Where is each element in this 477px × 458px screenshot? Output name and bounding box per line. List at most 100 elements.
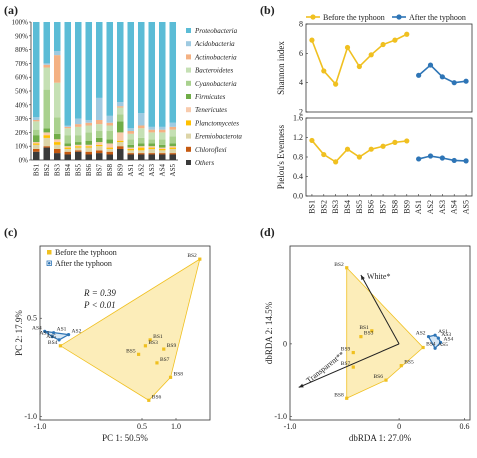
x-tick-label: BS6 (85, 164, 93, 177)
bar-segment-others (106, 154, 114, 160)
bar-segment-proteobacteria (116, 22, 124, 103)
x-tick-label: 0.5 (137, 422, 147, 431)
data-point-before (384, 378, 388, 382)
legend-label: Tenericutes (195, 106, 227, 114)
bar-segment-planctomycetes (64, 147, 72, 149)
bar-segment-tenericutes (95, 142, 103, 145)
bar-segment-planctomycetes (43, 135, 51, 138)
bar-segment-others (85, 154, 93, 160)
point-label: AS3 (441, 332, 451, 338)
y-tick-label: 70% (15, 60, 28, 68)
bar-segment-planctomycetes (127, 148, 135, 151)
x-tick-label: BS1 (32, 164, 40, 177)
vector-arrowhead (298, 383, 304, 388)
bar-segment-chloroflexi (137, 153, 145, 155)
legend-swatch (186, 120, 191, 126)
data-point-before (155, 361, 159, 365)
point-label: BS8 (334, 392, 344, 398)
bar-segment-planctomycetes (95, 144, 103, 147)
bar-segment-eremiobacterota (74, 147, 82, 151)
series-line (311, 33, 408, 86)
x-tick-label: 0 (397, 422, 401, 431)
bar-segment-firmicutes (95, 137, 103, 143)
legend-label: Chloroflexi (195, 146, 227, 154)
x-tick-label: AS3 (438, 200, 447, 214)
data-point-after (52, 331, 56, 335)
legend-label: Acidobacteria (194, 40, 235, 48)
bar-segment-proteobacteria (95, 22, 103, 98)
bar-segment-bacteroidetes (148, 132, 156, 140)
y-axis-title: Pielou's Evenness (276, 124, 286, 189)
bar-segment-others (148, 154, 156, 160)
point-label: BS1 (153, 334, 163, 340)
data-point-after (426, 335, 431, 339)
data-point (368, 146, 374, 152)
x-axis-title: dbRDA 1: 27.0% (349, 433, 412, 443)
vector-label: Transparent** (304, 350, 346, 385)
bar-segment-chloroflexi (74, 150, 82, 152)
data-point-before (421, 345, 425, 350)
bar-segment-firmicutes (106, 139, 114, 144)
bar-segment-eremiobacterota (127, 150, 135, 154)
bar-segment-acidobacteria (169, 122, 177, 127)
legend-swatch (186, 160, 191, 165)
bar-segment-tenericutes (106, 143, 114, 148)
legend-label: Others (195, 159, 214, 167)
legend-marker (396, 14, 402, 20)
bar-segment-actinobacteria (64, 126, 72, 129)
bar-segment-bacteroidetes (169, 129, 177, 137)
data-point (344, 44, 351, 51)
bar-segment-firmicutes (74, 142, 82, 145)
x-tick-label: BS8 (390, 200, 399, 214)
y-tick-label: 90% (15, 32, 28, 40)
point-label: BS3 (364, 331, 374, 337)
bar-segment-planctomycetes (169, 147, 177, 149)
plot-frame (39, 245, 211, 421)
x-tick-label: AS5 (169, 164, 177, 177)
y-tick-label: 10% (15, 143, 28, 151)
bar-segment-actinobacteria (127, 131, 135, 134)
bar-segment-eremiobacterota (148, 148, 156, 154)
y-tick-label: 60% (15, 74, 28, 82)
data-point (333, 81, 339, 87)
x-tick-label: BS1 (307, 200, 316, 214)
legend-swatch-before (47, 250, 52, 255)
bar-segment-proteobacteria (106, 22, 114, 116)
y-tick-label: 20% (15, 129, 28, 137)
bar-segment-planctomycetes (116, 140, 124, 143)
data-point-after (50, 335, 54, 339)
shannon-line-chart: 2 4 6 8 Shannon index Before the typhoon After… (276, 13, 473, 117)
vector-arrow (360, 274, 400, 345)
legend-label: Firmicutes (194, 93, 226, 101)
bar-segment-acidobacteria (148, 126, 156, 130)
y-tick-label: 100% (12, 19, 29, 27)
bar-segment-planctomycetes (137, 147, 145, 151)
legend-marker (310, 14, 316, 20)
data-point-before (137, 352, 141, 356)
bar-segment-others (64, 154, 72, 160)
bar-segment-firmicutes (169, 143, 177, 147)
bar-segment-eremiobacterota (106, 148, 114, 152)
bar-segment-bacteroidetes (95, 124, 103, 132)
plot-frame (305, 117, 473, 197)
point-label: BS7 (341, 361, 351, 367)
data-point-before (345, 396, 349, 400)
bar-segment-acidobacteria (106, 115, 114, 123)
x-tick-label: AS4 (450, 200, 459, 214)
bar-segment-chloroflexi (32, 148, 40, 152)
data-point-before (147, 398, 151, 402)
bar-segment-proteobacteria (43, 22, 51, 64)
panel-c-label: (c) (4, 225, 17, 239)
bar-segment-firmicutes (64, 143, 72, 147)
legend-marker-after (47, 261, 51, 265)
data-point (392, 37, 398, 43)
bar-segment-proteobacteria (74, 22, 82, 119)
bar-segment-chloroflexi (169, 153, 177, 155)
bar-segment-firmicutes (32, 135, 40, 143)
bar-segment-acidobacteria (116, 102, 124, 107)
bar-segment-chloroflexi (106, 151, 114, 155)
legend-swatch (186, 28, 191, 33)
y-tick-label: -1.0 (274, 412, 287, 421)
